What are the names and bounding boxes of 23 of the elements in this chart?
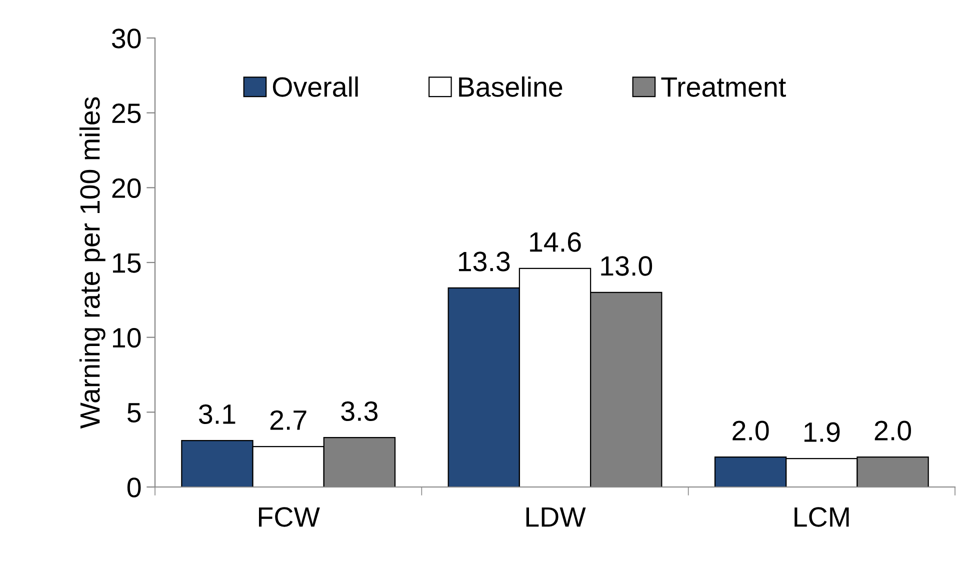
data-label: 1.9 [804, 422, 840, 442]
y-tick-label: 15 [113, 253, 141, 273]
data-label: 2.0 [874, 420, 911, 440]
legend-label: Baseline [459, 76, 562, 97]
data-label: 14.6 [530, 232, 581, 252]
y-tick-label: 10 [113, 328, 141, 348]
y-tick-label: 25 [112, 104, 141, 124]
data-label: 13.0 [601, 256, 652, 276]
data-label: 13.3 [458, 252, 510, 272]
y-tick-label: 0 [127, 478, 141, 498]
data-label: 2.0 [732, 420, 769, 440]
legend-label: Treatment [661, 77, 786, 97]
data-label: 3.3 [341, 401, 378, 422]
y-tick-label: 5 [127, 403, 141, 423]
x-tick-label: FCW [258, 507, 320, 527]
x-tick-label: LCM [794, 507, 849, 527]
legend-label: Overall [272, 76, 358, 97]
data-label: 2.7 [270, 410, 306, 430]
y-tick-label: 30 [112, 28, 141, 48]
x-tick-label: LDW [526, 507, 586, 527]
y-axis-title: Warning rate per 100 miles [79, 97, 106, 429]
data-label: 3.1 [198, 404, 236, 424]
y-tick-label: 20 [112, 178, 141, 198]
